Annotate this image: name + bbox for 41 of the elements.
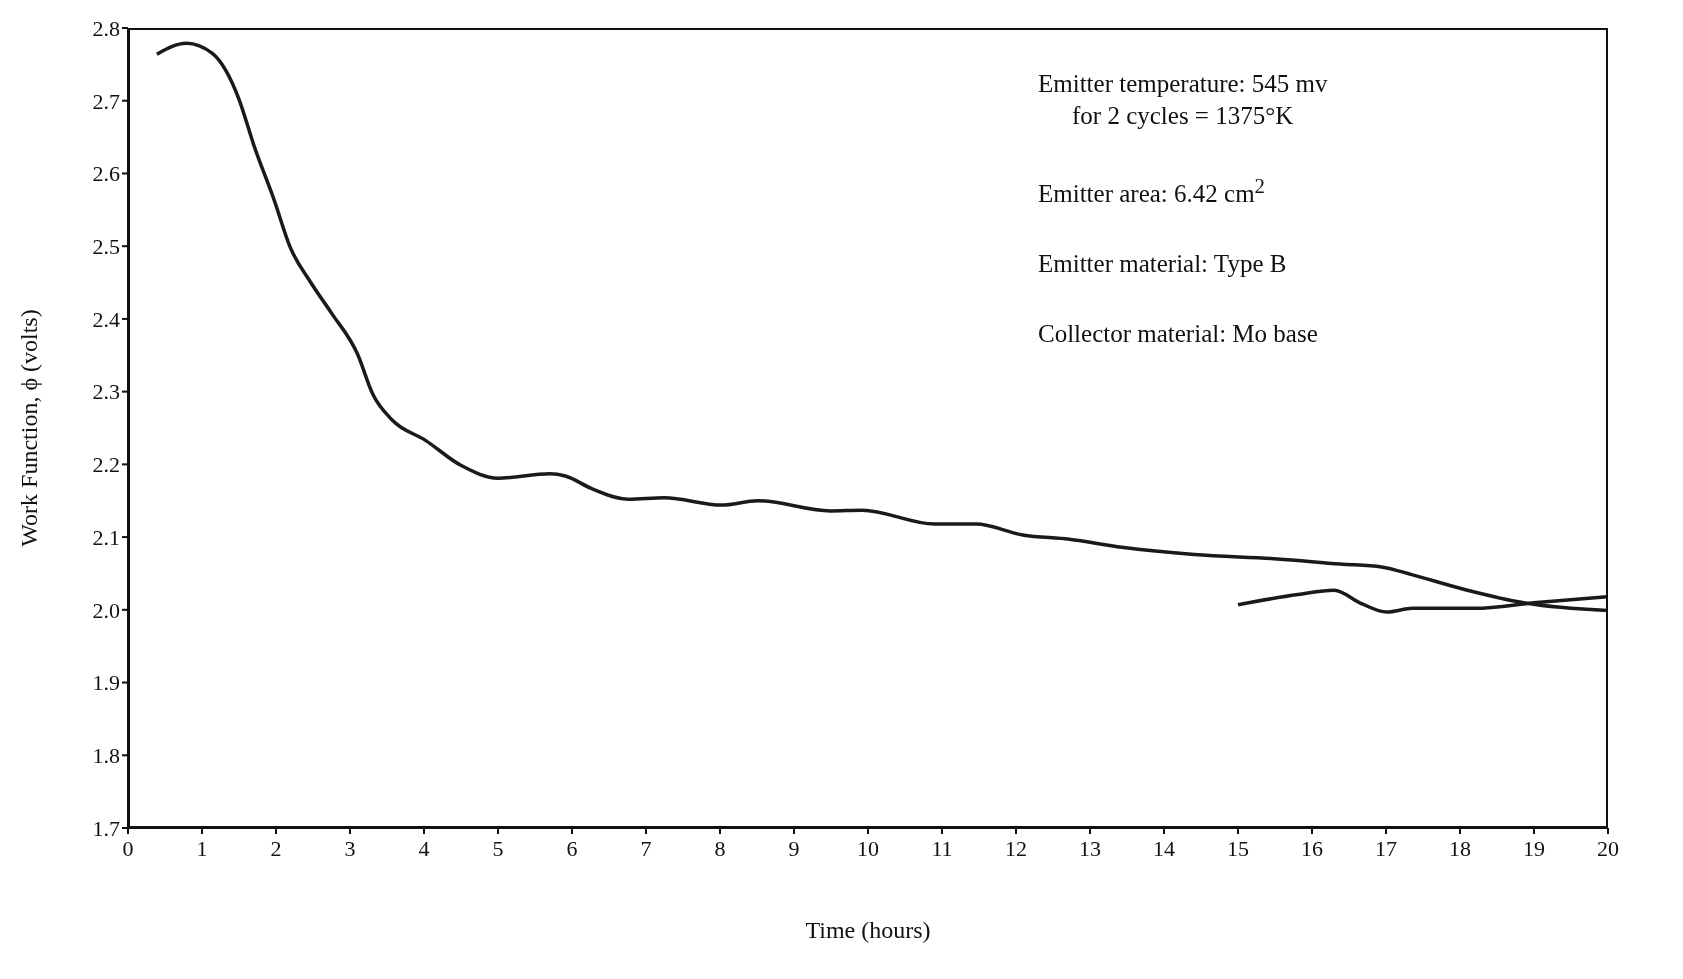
x-tick-label: 6 [566,835,578,861]
x-tick-label: 5 [492,835,504,861]
x-tick-label: 16 [1301,835,1323,861]
x-tick-label: 0 [122,835,134,861]
x-tick-label: 20 [1597,835,1619,861]
x-tick-label: 2 [270,835,282,861]
y-tick-label: 1.7 [92,815,120,841]
annotation: for 2 cycles = 1375°K [1072,102,1294,129]
y-tick-label: 2.1 [92,524,120,550]
x-tick-label: 12 [1005,835,1027,861]
y-axis-title: Work Function, ϕ (volts) [15,309,42,547]
annotation: Collector material: Mo base [1038,320,1318,348]
y-tick-label: 1.9 [92,670,120,696]
x-tick-label: 8 [714,835,726,861]
y-tick-label: 2.5 [92,233,120,259]
annotation: Emitter area: 6.42 cm$^{2}$ [1038,174,1265,208]
x-tick-label: 13 [1079,835,1101,861]
y-tick-label: 2.8 [92,15,120,41]
y-tick-label: 2.3 [92,379,120,405]
x-tick-label: 14 [1153,835,1175,861]
x-tick-label: 3 [344,835,356,861]
x-axis-title: Time (hours) [805,917,931,943]
x-tick-label: 18 [1449,835,1471,861]
x-tick-label: 11 [931,835,953,861]
x-tick-label: 9 [788,835,800,861]
x-tick-label: 19 [1523,835,1545,861]
y-tick-label: 2.2 [92,452,120,478]
x-tick-label: 10 [857,835,879,861]
annotation: Emitter temperature: 545 mv [1038,70,1328,97]
line-series [155,41,1608,613]
y-tick-label: 2.6 [92,161,120,187]
x-tick-label: 1 [196,835,208,861]
y-tick-label: 2.7 [92,88,120,114]
y-tick-label: 2.4 [92,306,120,332]
x-tick-label: 15 [1227,835,1249,861]
annotation: Emitter material: Type B [1038,250,1287,278]
x-tick-label: 7 [640,835,652,861]
y-tick-label: 2.0 [92,597,120,623]
x-tick-label: 17 [1375,835,1397,861]
y-tick-label: 1.8 [92,743,120,769]
x-tick-label: 4 [418,835,430,861]
